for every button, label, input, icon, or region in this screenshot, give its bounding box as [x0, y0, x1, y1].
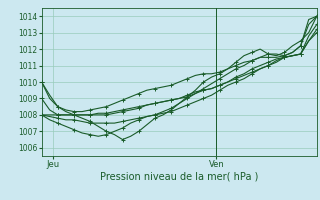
- X-axis label: Pression niveau de la mer( hPa ): Pression niveau de la mer( hPa ): [100, 172, 258, 182]
